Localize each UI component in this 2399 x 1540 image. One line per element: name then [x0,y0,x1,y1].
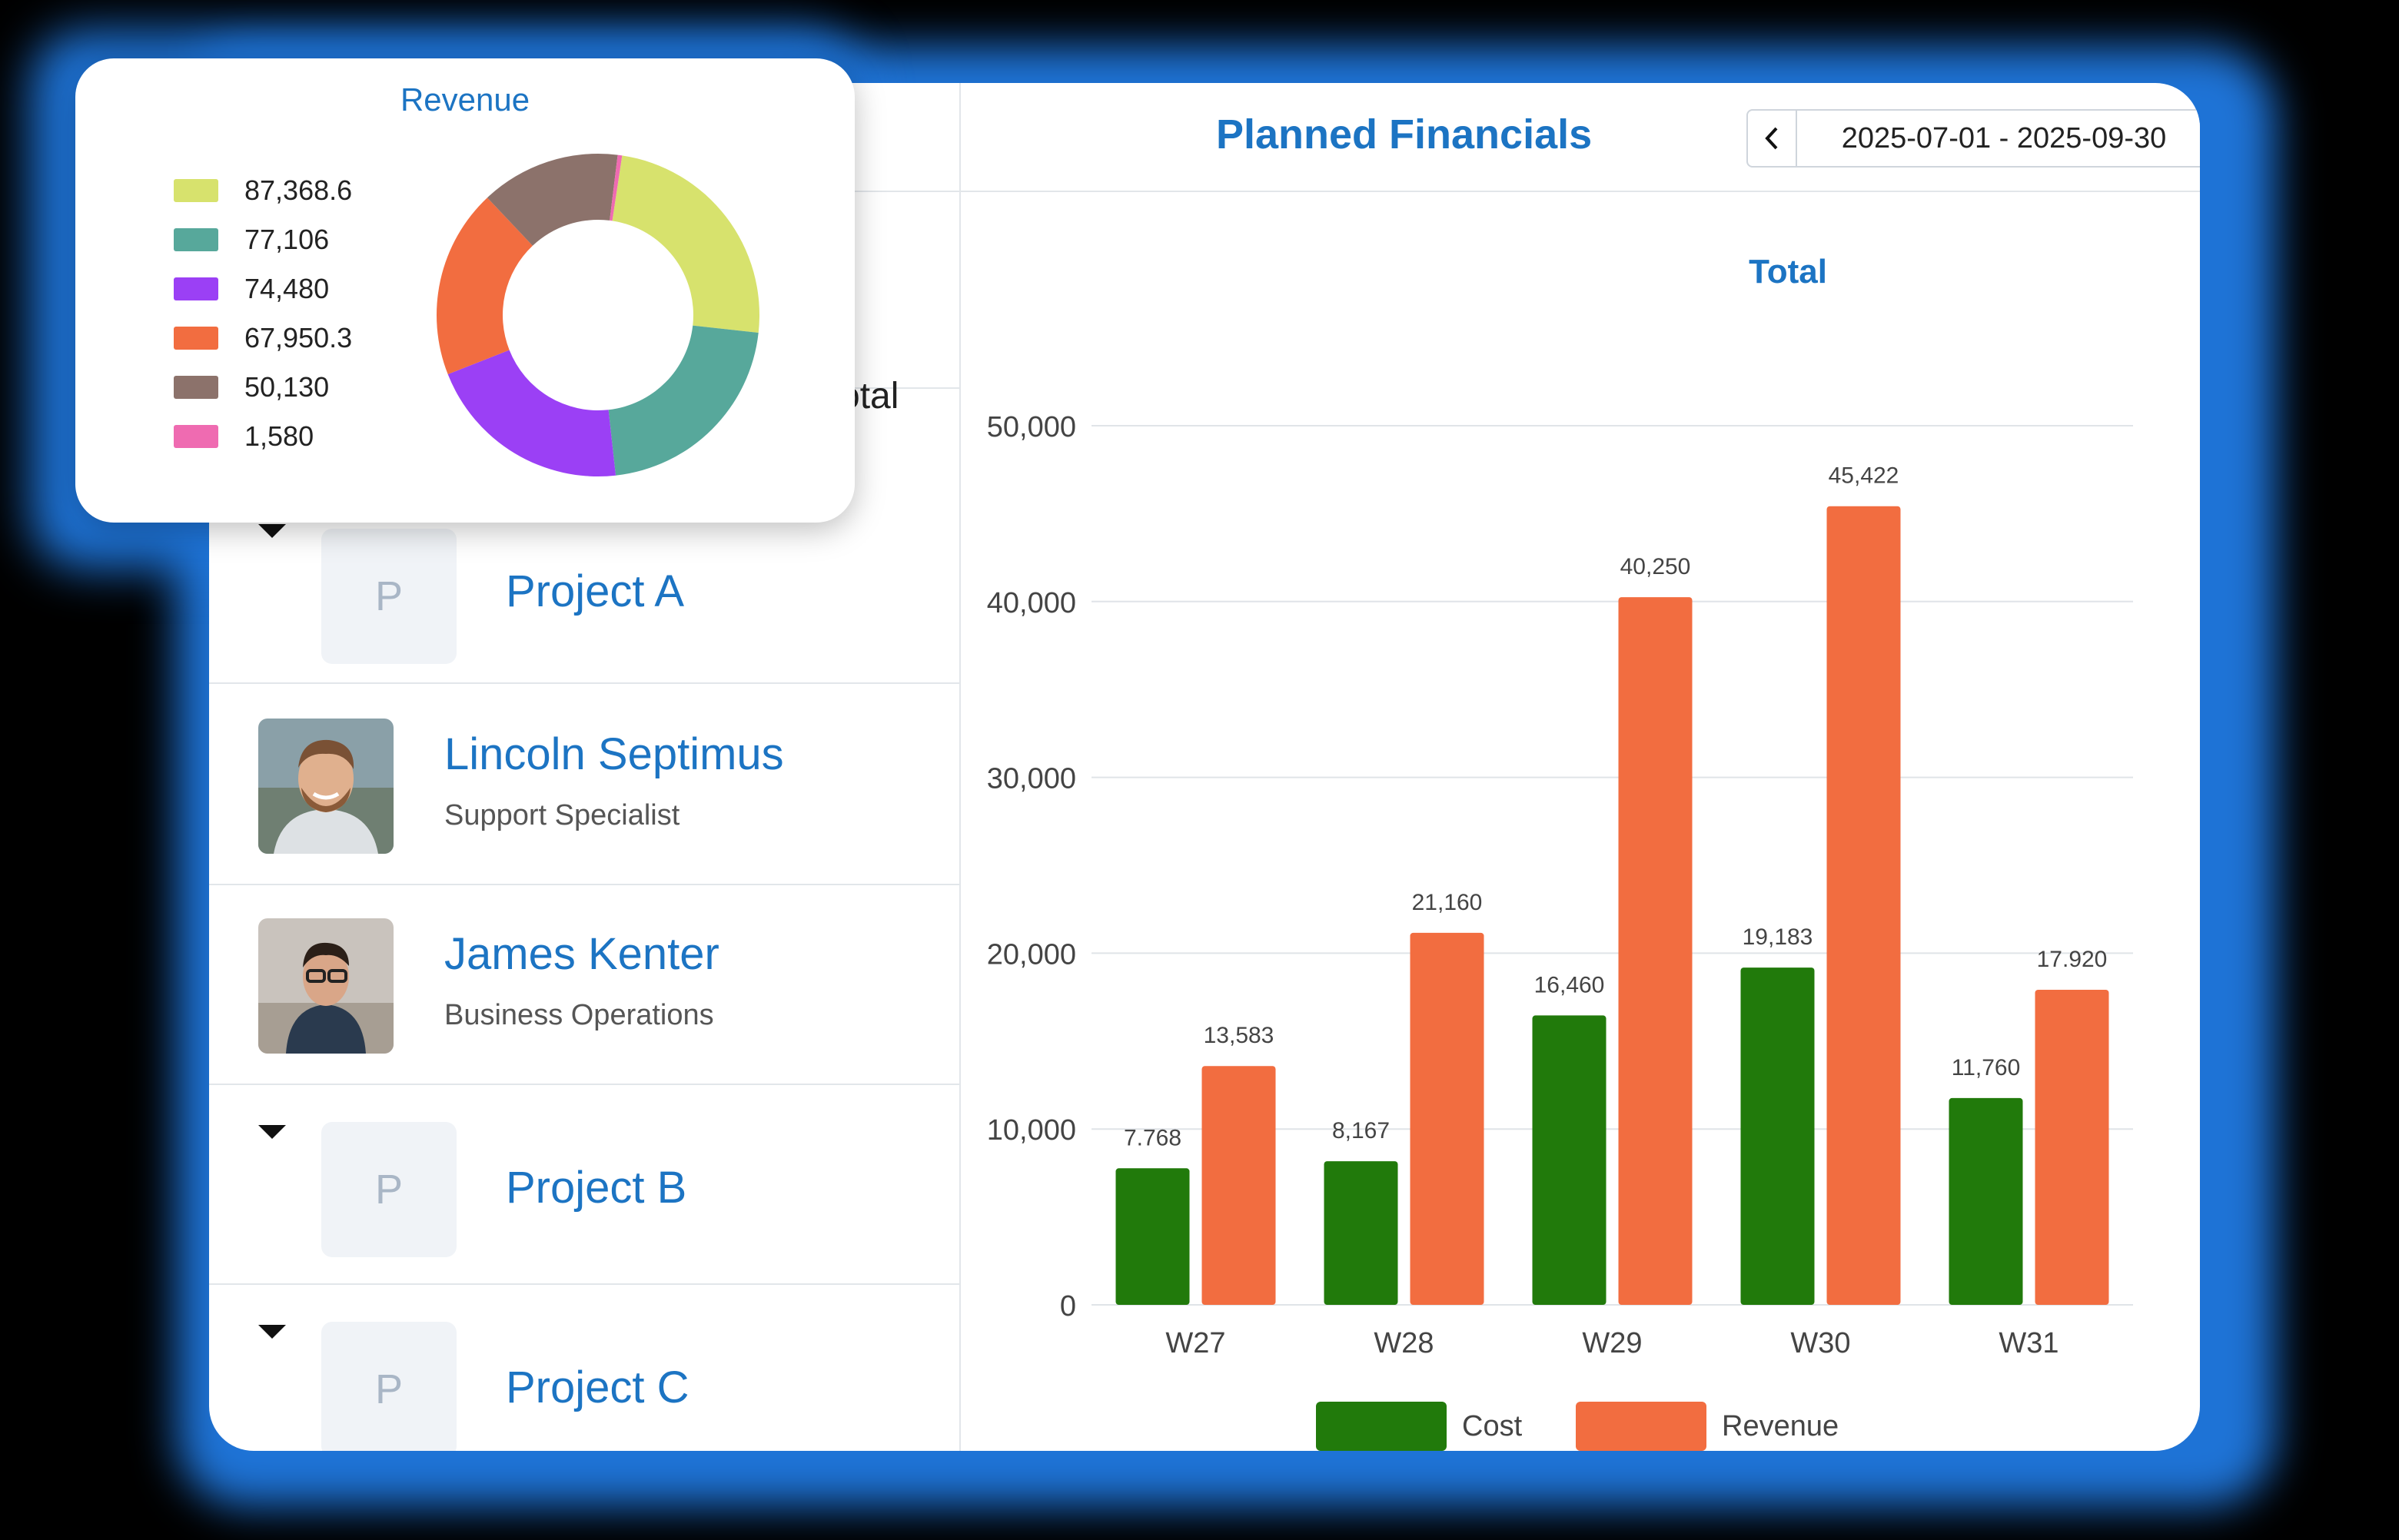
chart-title: Total [1749,253,1827,290]
y-tick-label: 30,000 [987,763,1076,795]
list-item-project-a[interactable]: P Project A [209,484,959,684]
revenue-bar [1826,506,1901,1305]
legend-value: 87,368.6 [244,174,353,206]
date-range-picker[interactable]: 2025-07-01 - 2025-09-30 [1746,109,2200,168]
legend-swatch [174,327,218,350]
avatar [258,918,394,1054]
chart-bars [1115,506,2109,1305]
pie-legend-item: 74,480 [174,273,330,304]
legend-swatch [1316,1402,1447,1451]
x-tick-label: W30 [1790,1327,1850,1359]
project-name[interactable]: Project A [506,566,685,616]
bar-data-label: 45,422 [1829,463,1899,489]
cost-bar [1949,1097,2023,1305]
project-avatar: P [321,1122,457,1257]
cost-bar [1324,1161,1398,1305]
legend-swatch [174,179,218,202]
legend-value: 67,950.3 [244,322,353,353]
x-tick-label: W29 [1582,1327,1642,1359]
project-name[interactable]: Project B [506,1163,687,1213]
list-item-james-kenter[interactable]: James Kenter Business Operations [209,885,959,1085]
project-avatar: P [321,1322,457,1451]
pie-legend-item: 50,130 [174,371,330,403]
x-axis-ticks: W27 W28 W29 W30 W31 [1165,1327,2058,1359]
donut-slice [608,325,759,476]
chart-legend: Cost Revenue [1316,1402,1839,1451]
pie-legend-item: 67,950.3 [174,322,353,353]
x-tick-label: W28 [1374,1327,1434,1359]
bar-data-label: 19,183 [1743,924,1813,950]
bar-data-label: 13,583 [1204,1023,1274,1048]
page-title: Planned Financials [1216,111,1593,158]
legend-value: 77,106 [244,224,330,255]
bar-data-label: 11,760 [1952,1055,2021,1080]
revenue-popup: Revenue 87,368.6 77,106 74,480 67,950.3 50,1… [75,58,855,523]
bar-data-labels: 7.768 13,583 8,167 21,160 16,460 40,250 19,183… [1124,463,2107,1151]
expand-caret-icon[interactable] [258,1125,286,1139]
legend-swatch [174,228,218,251]
header-divider [961,191,2200,192]
expand-caret-icon[interactable] [258,1325,286,1339]
y-tick-label: 50,000 [987,411,1076,443]
list-item-project-c[interactable]: P Project C [209,1285,959,1451]
date-range-value[interactable]: 2025-07-01 - 2025-09-30 [1796,111,2200,166]
revenue-bar [1410,932,1484,1305]
revenue-bar [2035,989,2109,1305]
project-name[interactable]: Project C [506,1362,689,1412]
pie-legend-item: 77,106 [174,224,329,255]
legend-value: 1,580 [244,420,314,452]
person-name[interactable]: James Kenter [444,929,719,979]
revenue-donut-chart [437,154,759,476]
pie-legend-item: 1,580 [174,420,314,452]
y-tick-label: 40,000 [987,587,1076,619]
expand-caret-icon[interactable] [258,524,286,538]
avatar [258,719,394,854]
total-bar-chart: Total 0 10,000 20,000 30,000 40,000 50,000 7.… [987,253,2133,1451]
person-role: Business Operations [444,999,714,1031]
revenue-bar [1618,597,1693,1305]
cost-bar [1532,1015,1607,1305]
bar-data-label: 17.920 [2037,947,2108,972]
legend-swatch [1576,1402,1706,1451]
bar-data-label: 40,250 [1620,554,1691,579]
y-tick-label: 0 [1060,1290,1076,1323]
x-tick-label: W27 [1165,1327,1225,1359]
donut-slice [447,350,616,476]
financials-panel: Planned Financials 2025-07-01 - 2025-09-… [961,83,2200,1451]
list-item-project-b[interactable]: P Project B [209,1085,959,1285]
donut-slice [610,154,623,221]
legend-value: 74,480 [244,273,330,304]
project-avatar: P [321,529,457,664]
popup-title: Revenue [400,81,530,118]
y-tick-label: 10,000 [987,1114,1076,1147]
donut-slice [612,155,759,334]
legend-swatch [174,425,218,448]
legend-value: 50,130 [244,371,330,403]
cost-bar [1115,1168,1190,1305]
x-tick-label: W31 [1999,1327,2058,1359]
list-item-lincoln-septimus[interactable]: Lincoln Septimus Support Specialist [209,685,959,885]
chevron-left-icon[interactable] [1748,111,1796,166]
resource-list-panel: otal P Project A Lincoln Septimus Suppor… [209,83,961,1451]
bar-data-label: 16,460 [1534,972,1605,997]
donut-slice [437,197,533,375]
person-name[interactable]: Lincoln Septimus [444,729,784,779]
cost-bar [1740,967,1815,1305]
legend-swatch [174,277,218,300]
legend-label: Cost [1462,1410,1523,1442]
donut-slices [437,154,759,476]
bar-data-label: 21,160 [1412,890,1483,915]
pie-legend-item: 87,368.6 [174,174,353,206]
donut-slice [487,154,618,246]
person-role: Support Specialist [444,799,680,831]
bar-data-label: 7.768 [1124,1125,1181,1150]
legend-label: Revenue [1722,1410,1839,1442]
bar-data-label: 8,167 [1332,1118,1390,1143]
revenue-bar [1201,1066,1276,1305]
y-axis-ticks: 0 10,000 20,000 30,000 40,000 50,000 [987,411,1076,1323]
legend-swatch [174,376,218,399]
y-tick-label: 20,000 [987,938,1076,971]
